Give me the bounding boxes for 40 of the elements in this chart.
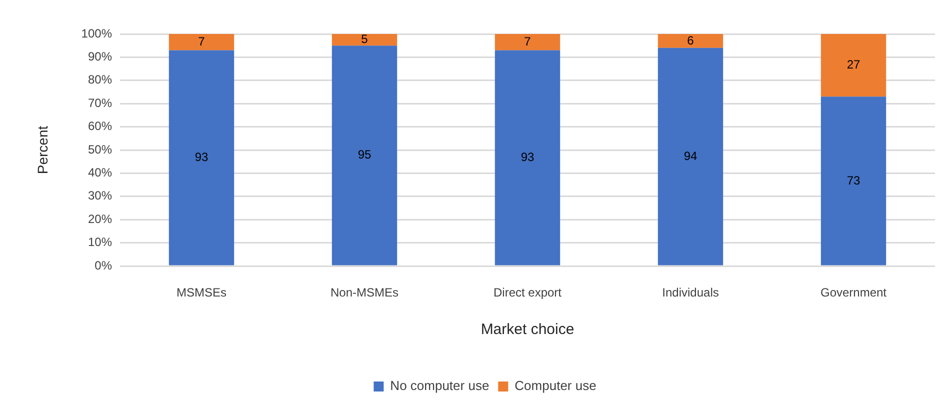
x-tick-label: Non-MSMEs <box>330 286 399 300</box>
y-tick-label: 60% <box>88 119 112 134</box>
data-label: 7 <box>524 34 532 48</box>
data-label: 73 <box>846 173 860 188</box>
bar <box>820 96 886 266</box>
y-tick-label: 0% <box>94 258 112 272</box>
data-label: 93 <box>520 150 534 164</box>
y-tick-label: 70% <box>88 96 112 110</box>
x-axis-title: Market choice <box>480 321 574 338</box>
x-tick-label: MSMSEs <box>176 286 227 300</box>
data-label: 6 <box>687 33 694 48</box>
x-tick-label: Direct export <box>493 286 562 300</box>
bar <box>820 34 886 97</box>
legend-label: Computer use <box>514 378 596 394</box>
y-tick-label: 40% <box>88 166 112 180</box>
data-label: 5 <box>361 32 368 46</box>
y-tick-label: 90% <box>88 50 112 64</box>
y-tick-label: 20% <box>88 212 112 226</box>
y-tick-label: 30% <box>88 188 112 203</box>
data-label: 27 <box>846 58 860 72</box>
y-tick-label: 10% <box>88 235 112 250</box>
data-label: 93 <box>194 150 208 164</box>
y-axis-title: Percent <box>34 126 50 174</box>
bar <box>658 48 724 266</box>
bar <box>658 34 724 48</box>
y-tick-label: 50% <box>88 142 112 156</box>
bar <box>332 34 398 46</box>
data-label: 7 <box>198 34 206 48</box>
x-tick-label: Individuals <box>662 286 719 300</box>
bar <box>332 46 398 266</box>
bar <box>168 34 234 50</box>
data-label: 95 <box>358 148 372 162</box>
x-tick-label: Government <box>820 286 888 300</box>
data-label: 94 <box>684 148 698 163</box>
y-tick-label: 80% <box>88 72 112 87</box>
bar <box>494 50 560 266</box>
bar <box>494 34 560 50</box>
legend-label: No computer use <box>390 378 490 394</box>
y-tick-label: 100% <box>81 26 112 40</box>
bar <box>168 50 234 266</box>
